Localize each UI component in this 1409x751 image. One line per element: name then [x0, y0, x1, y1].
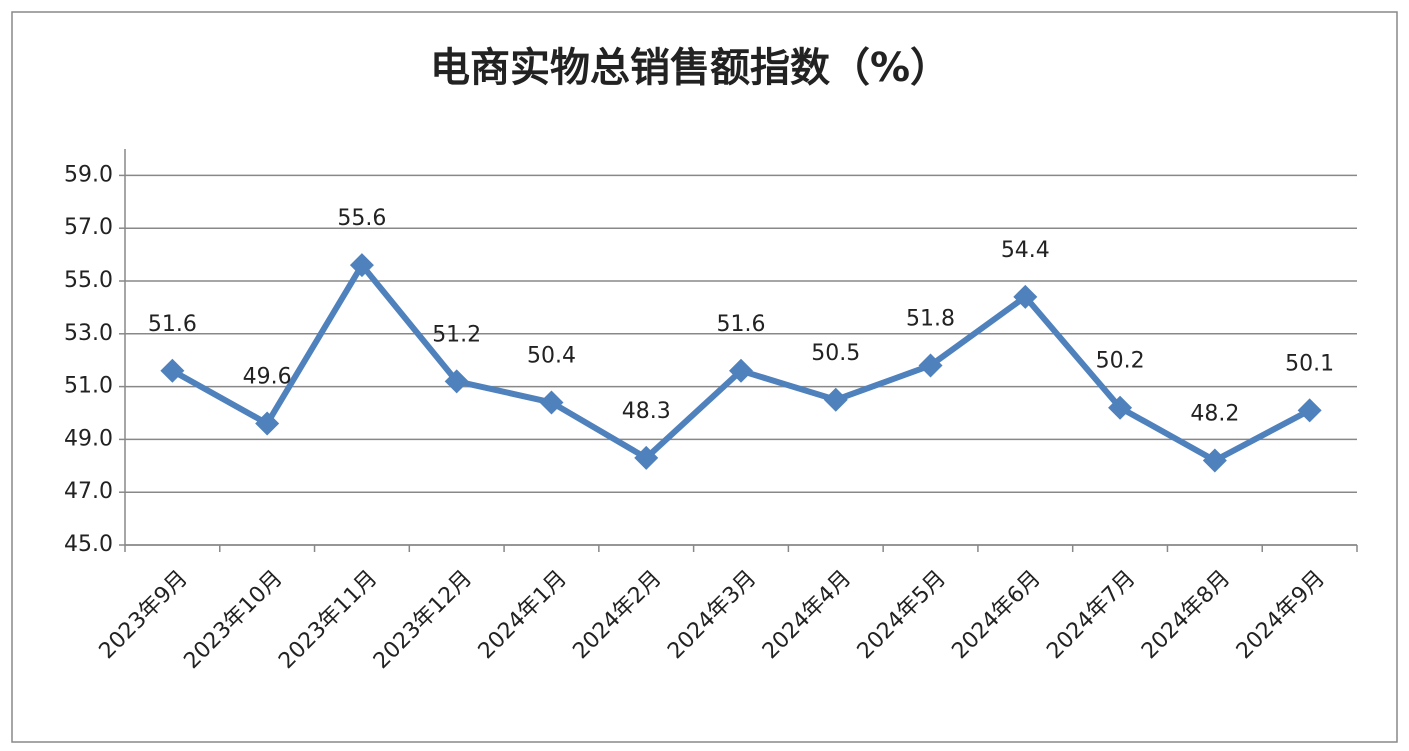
- marker: [160, 358, 185, 383]
- y-tick-label: 47.0: [64, 479, 113, 504]
- marker: [823, 387, 848, 412]
- marker: [1297, 398, 1322, 423]
- y-tick-label: 57.0: [64, 215, 113, 240]
- data-label: 51.6: [148, 312, 197, 337]
- data-label: 54.4: [1001, 238, 1050, 263]
- y-tick-label: 49.0: [64, 426, 113, 451]
- data-label: 55.6: [337, 206, 386, 231]
- data-label: 50.1: [1285, 351, 1334, 376]
- marker: [634, 445, 659, 470]
- data-label: 50.2: [1096, 349, 1145, 374]
- chart-border: [11, 11, 1398, 743]
- data-label: 49.6: [243, 365, 292, 390]
- marker: [729, 358, 753, 383]
- data-label: 51.8: [906, 306, 955, 331]
- marker: [444, 369, 469, 394]
- marker: [539, 390, 564, 415]
- y-tick-label: 59.0: [64, 162, 113, 187]
- marker: [1013, 284, 1038, 309]
- y-tick-label: 53.0: [64, 321, 113, 346]
- data-label: 48.3: [622, 399, 671, 424]
- data-label: 51.6: [717, 312, 766, 337]
- marker: [1202, 448, 1227, 473]
- y-tick-label: 45.0: [64, 532, 113, 557]
- data-label: 48.2: [1190, 402, 1239, 427]
- marker: [918, 353, 943, 378]
- data-label: 51.2: [432, 322, 481, 347]
- chart-title: 电商实物总销售额指数（%）: [430, 45, 950, 91]
- marker: [349, 253, 374, 278]
- y-tick-label: 51.0: [64, 374, 113, 399]
- marker: [255, 411, 280, 436]
- data-label: 50.4: [527, 343, 576, 368]
- marker: [1108, 395, 1133, 420]
- data-label: 50.5: [811, 341, 860, 366]
- y-tick-label: 55.0: [64, 268, 113, 293]
